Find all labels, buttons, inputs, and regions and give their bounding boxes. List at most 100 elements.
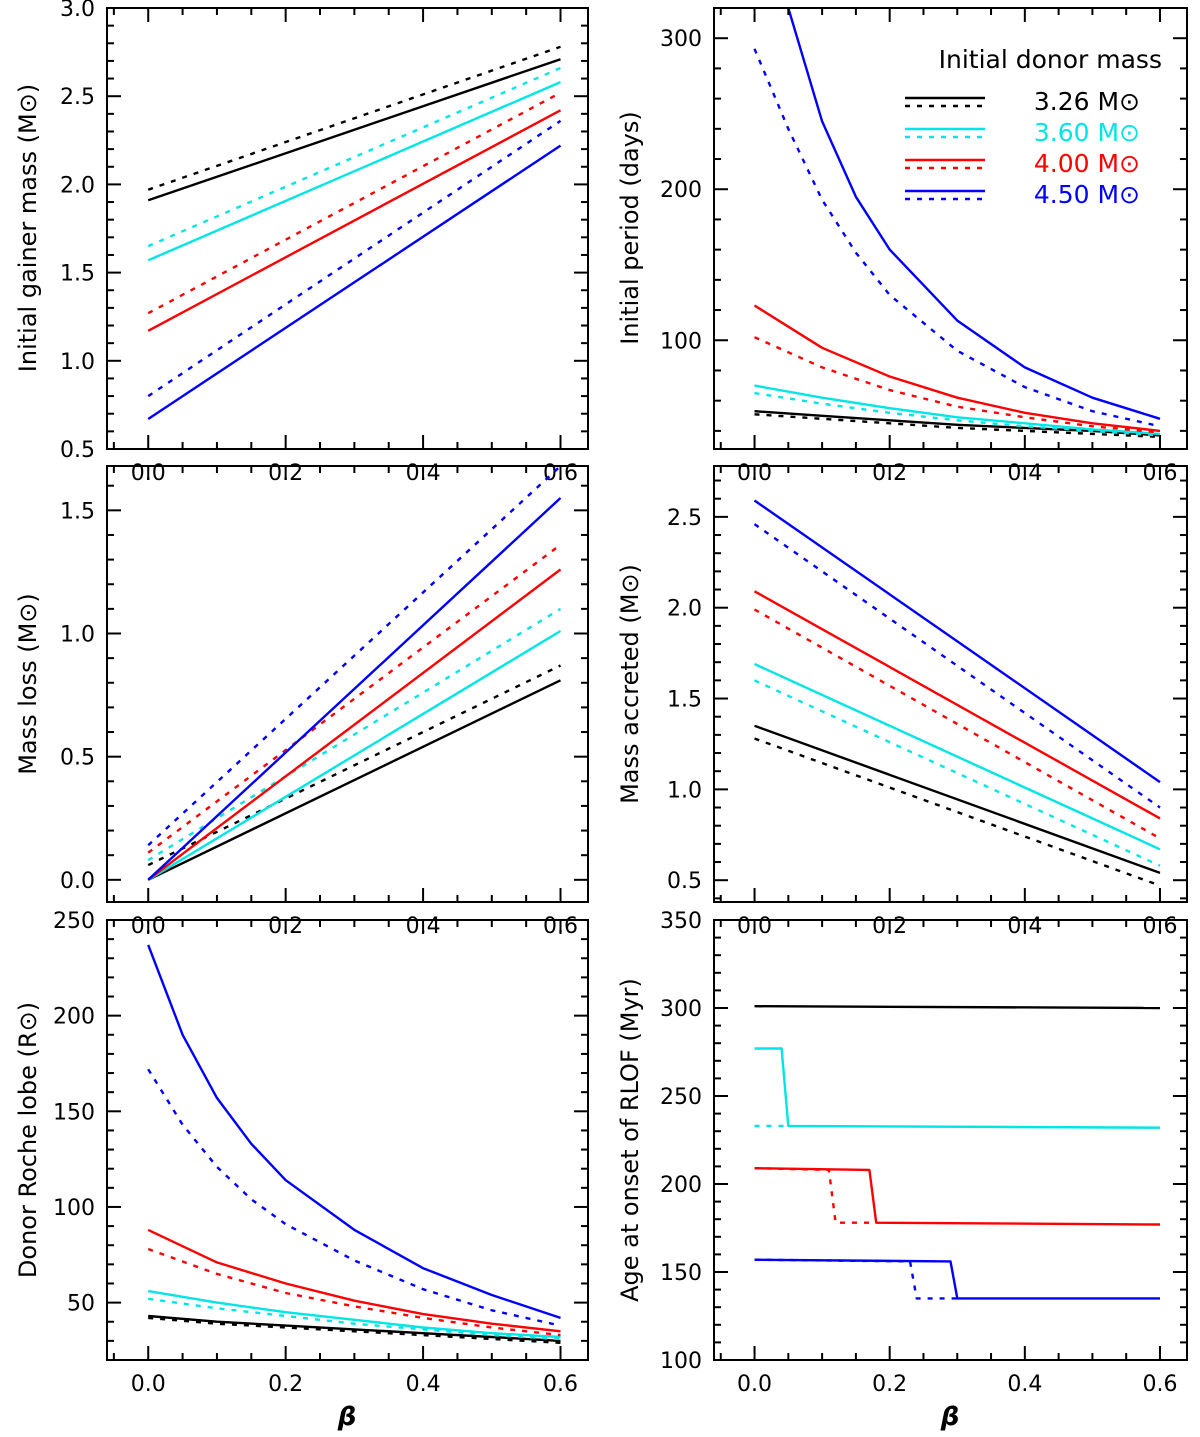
series-group xyxy=(753,8,1161,439)
x-tick-label: 0.2 xyxy=(268,1372,303,1397)
ylabel-mass-accreted: Mass accreted (M⊙) xyxy=(616,564,644,804)
series-line-1-dotted xyxy=(148,1316,561,1344)
series-line-6-solid xyxy=(147,497,562,881)
series-line-1-solid xyxy=(754,1047,1161,1129)
series-line-2-solid xyxy=(754,384,1161,436)
series-line-5-dotted xyxy=(753,608,1161,840)
y-tick-label: 50 xyxy=(67,1292,95,1317)
series-line-1-dotted xyxy=(147,45,561,191)
ylabel-mass-loss: Mass loss (M⊙) xyxy=(14,593,42,775)
panel-initial-gainer-mass: 0.0 0.2 0.4 0.60.51.01.52.02.53.0 xyxy=(60,0,589,486)
series-line-3-dotted xyxy=(148,1297,561,1341)
series-line-5-dotted xyxy=(147,91,562,315)
legend-label-4.00: 4.00 M⊙ xyxy=(1034,149,1140,178)
y-tick-label: 150 xyxy=(660,1261,702,1286)
legend: Initial donor mass 3.26 M⊙ 3.60 M⊙ 4.00 … xyxy=(905,45,1162,209)
y-tick-label: 0.5 xyxy=(667,869,702,894)
panel-donor-roche-lobe: 0.0 0.2 0.4 0.6 50 100 150 200 250 xyxy=(53,909,589,1397)
y-tick-label: 1.5 xyxy=(60,262,95,287)
ylabel-initial-period: Initial period (days) xyxy=(616,111,644,345)
series-group xyxy=(147,944,561,1344)
series-line-4-solid xyxy=(147,568,562,881)
series-line-7-dotted xyxy=(147,466,562,847)
y-tick-label: 0.0 xyxy=(60,869,95,894)
series-line-4-solid xyxy=(147,1228,561,1333)
series-line-7-dotted xyxy=(753,523,1161,809)
ylabel-age-at-onset-of-rlof: Age at onset of RLOF (Myr) xyxy=(616,978,644,1302)
series-group xyxy=(147,466,562,881)
series-line-1-dotted xyxy=(754,413,1161,439)
plot-frame xyxy=(713,919,1188,1361)
series-line-1-dotted xyxy=(147,664,562,867)
series-line-4-solid xyxy=(147,109,562,332)
y-tick-label: 300 xyxy=(660,997,702,1022)
series-line-5-dotted xyxy=(754,336,1161,434)
series-group xyxy=(147,45,562,421)
y-tick-label: 2.0 xyxy=(60,173,95,198)
y-tick-label: 1.5 xyxy=(667,688,702,713)
y-tick-label: 150 xyxy=(53,1100,95,1125)
legend-label-3.60: 3.60 M⊙ xyxy=(1034,118,1140,147)
x-tick-label: 0.4 xyxy=(406,1372,441,1397)
series-line-6-solid xyxy=(147,944,561,1320)
series-line-2-solid xyxy=(148,1289,561,1339)
series-line-2-solid xyxy=(147,629,562,881)
y-tick-label: 1.5 xyxy=(60,499,95,524)
ylabel-initial-gainer-mass: Initial gainer mass (M⊙) xyxy=(14,84,42,372)
series-line-5-dotted xyxy=(147,1247,561,1337)
series-line-6-solid xyxy=(147,144,562,421)
series-line-3-dotted xyxy=(754,391,1161,437)
series-line-0-solid xyxy=(754,1005,1161,1010)
series-line-7-dotted xyxy=(753,48,1161,428)
y-tick-label: 100 xyxy=(53,1196,95,1221)
series-line-7-dotted xyxy=(147,119,562,398)
y-tick-label: 0.5 xyxy=(60,438,95,463)
legend-label-3.26: 3.26 M⊙ xyxy=(1034,87,1140,116)
series-line-2-solid xyxy=(147,80,561,262)
y-tick-label: 100 xyxy=(660,329,702,354)
series-group xyxy=(753,499,1161,887)
panel-age-at-onset-of-rlof: 0.0 0.2 0.4 0.6 100 150 200 250 300 350 xyxy=(660,909,1188,1397)
plot-frame xyxy=(713,7,1188,450)
series-line-3-dotted xyxy=(147,607,562,862)
panel-mass-loss: 0.0 0.2 0.4 0.60.00.51.01.5 xyxy=(60,465,589,939)
y-tick-label: 250 xyxy=(53,909,95,934)
xlabel-beta-right: β xyxy=(940,1402,960,1432)
x-tick-label: 0.2 xyxy=(872,1372,907,1397)
y-tick-label: 300 xyxy=(660,27,702,52)
series-line-4-solid xyxy=(753,304,1161,433)
series-line-0-solid xyxy=(148,1314,561,1343)
plot-frame xyxy=(106,7,589,450)
series-group xyxy=(754,1005,1161,1300)
y-tick-label: 3.0 xyxy=(60,0,95,22)
y-tick-label: 350 xyxy=(660,909,702,934)
series-line-5-solid xyxy=(754,1258,1160,1300)
panel-mass-accreted: 0.0 0.2 0.4 0.60.51.01.52.02.5 xyxy=(667,465,1188,939)
series-line-4-dotted xyxy=(754,1167,877,1224)
legend-title: Initial donor mass xyxy=(939,45,1162,74)
series-line-3-dotted xyxy=(754,679,1161,867)
x-tick-label: 0.4 xyxy=(1007,1372,1042,1397)
series-line-0-solid xyxy=(147,58,561,202)
series-line-0-solid xyxy=(754,724,1161,875)
x-tick-label: 0.6 xyxy=(1142,1372,1177,1397)
series-line-2-solid xyxy=(754,662,1161,851)
plot-frame xyxy=(106,465,589,903)
y-tick-label: 250 xyxy=(660,1085,702,1110)
y-tick-label: 2.5 xyxy=(60,85,95,110)
x-tick-label: 0.0 xyxy=(737,1372,772,1397)
series-line-3-dotted xyxy=(147,66,561,248)
y-tick-label: 1.0 xyxy=(60,623,95,648)
series-line-6-solid xyxy=(787,8,1161,420)
plot-frame xyxy=(713,465,1188,903)
y-tick-label: 200 xyxy=(53,1005,95,1030)
x-tick-label: 0.6 xyxy=(543,1372,578,1397)
xlabel-beta-left: β xyxy=(337,1402,357,1432)
y-tick-label: 200 xyxy=(660,1173,702,1198)
plot-frame xyxy=(106,919,589,1361)
series-line-7-dotted xyxy=(147,1068,561,1327)
y-tick-label: 100 xyxy=(660,1349,702,1374)
y-tick-label: 0.5 xyxy=(60,746,95,771)
